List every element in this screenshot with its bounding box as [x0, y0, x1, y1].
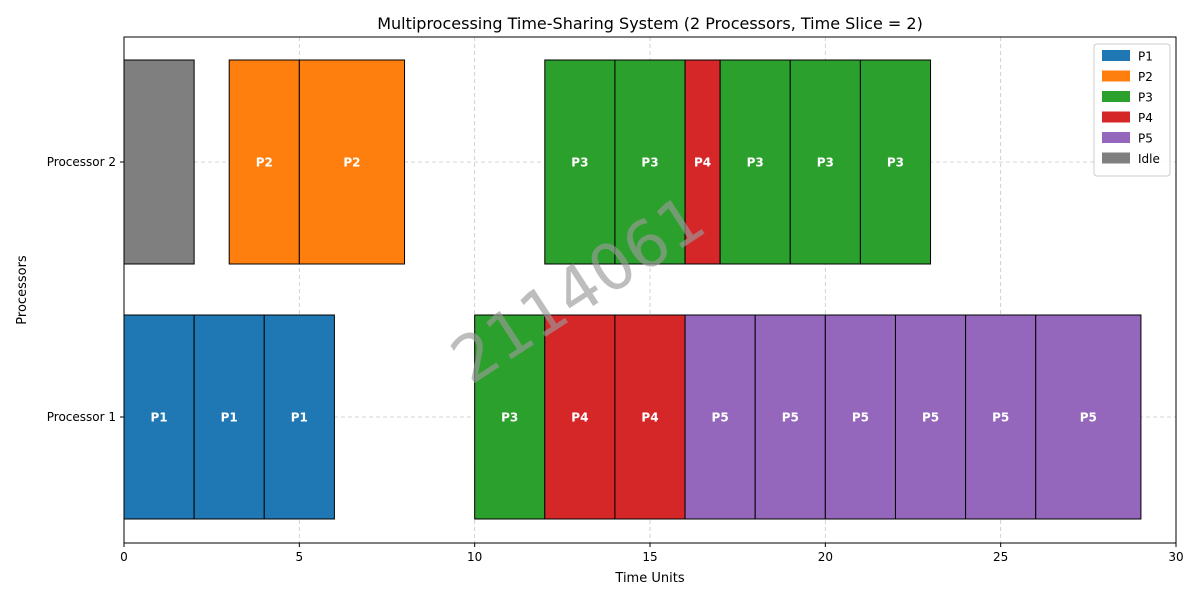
bar-label: P3	[817, 156, 834, 170]
axis-layer: 0 5 10 15 20 25 30 Processor 1 Processor 2	[47, 155, 1184, 564]
x-tick-label: 30	[1168, 550, 1183, 564]
bar-label: P5	[712, 411, 729, 425]
bar-label: P1	[150, 411, 167, 425]
bar-p5	[965, 314, 1037, 520]
bar-p1	[193, 314, 265, 520]
bar-label: P5	[922, 411, 939, 425]
y-axis-label: Processors	[15, 255, 30, 325]
x-tick-label: 25	[993, 550, 1008, 564]
legend-swatch-p3	[1102, 91, 1130, 102]
bar-label: P3	[887, 156, 904, 170]
bar-label: P5	[992, 411, 1009, 425]
bar-p4	[614, 314, 686, 520]
y-tick-label: Processor 1	[47, 410, 116, 424]
bar-p5	[684, 314, 756, 520]
legend-label: P3	[1138, 91, 1153, 105]
bar-label: P1	[221, 411, 238, 425]
x-tick-label: 5	[296, 550, 304, 564]
bar-label: P4	[694, 156, 711, 170]
legend-label: P2	[1138, 70, 1153, 84]
x-tick-label: 10	[467, 550, 482, 564]
bar-label: P2	[343, 156, 360, 170]
bar-label: P3	[501, 411, 518, 425]
chart-title: Multiprocessing Time-Sharing System (2 P…	[377, 14, 923, 33]
x-tick-label: 20	[818, 550, 833, 564]
bar-p5	[754, 314, 826, 520]
bar-p3	[859, 59, 932, 265]
x-axis-label: Time Units	[614, 571, 684, 586]
bar-p5	[1035, 314, 1142, 520]
bar-label: P5	[782, 411, 799, 425]
legend-label: P4	[1138, 111, 1153, 125]
legend-swatch-p5	[1102, 132, 1130, 143]
bar-p5	[824, 314, 896, 520]
bar-p2	[298, 59, 406, 265]
bar-p3	[719, 59, 791, 265]
bar-p5	[894, 314, 967, 520]
bar-label: P5	[852, 411, 869, 425]
x-tick-label: 15	[642, 550, 657, 564]
bar-label: P2	[256, 156, 273, 170]
legend-swatch-p4	[1102, 111, 1130, 123]
bar-p3	[789, 59, 861, 265]
bar-label: P4	[641, 411, 658, 425]
legend-label: P5	[1138, 132, 1153, 146]
legend-swatch-p1	[1102, 50, 1130, 61]
y-tick-label: Processor 2	[47, 155, 116, 169]
bar-p1	[263, 314, 335, 520]
bar-label: P3	[641, 156, 658, 170]
bar-label: P3	[747, 156, 764, 170]
legend: P1 P2 P3 P4 P5 Idle	[1093, 43, 1171, 177]
bar-p4	[684, 59, 721, 265]
bars-layer: P1 P1 P1 P3 P4 P4 P5 P5 P5 P5 P5 P5 P2 P2 P3 P3 P4 P3 P3 P3	[123, 59, 1142, 520]
bar-p3	[614, 59, 686, 265]
legend-label: Idle	[1138, 152, 1160, 166]
bar-label: P1	[291, 411, 308, 425]
bar-p3	[544, 59, 616, 265]
bar-idle	[123, 59, 195, 265]
legend-swatch-idle	[1102, 152, 1130, 164]
bar-p2	[228, 59, 300, 265]
bar-label: P5	[1080, 411, 1097, 425]
bar-label: P4	[571, 411, 588, 425]
x-tick-label: 0	[120, 550, 128, 564]
bar-label: P3	[571, 156, 588, 170]
legend-swatch-p2	[1102, 70, 1130, 82]
legend-label: P1	[1138, 50, 1153, 64]
